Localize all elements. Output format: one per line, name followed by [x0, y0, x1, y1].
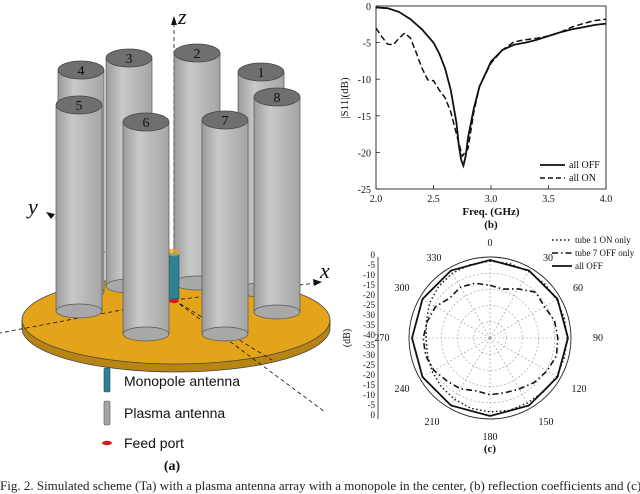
plasma-tube-7: [201, 110, 249, 342]
z-axis-label: z: [177, 4, 187, 29]
s11-ytick: -5: [363, 39, 371, 50]
polar-angle-label: 60: [573, 283, 583, 294]
polar-spoke: [419, 337, 491, 379]
s11-ytick: 0: [366, 2, 371, 13]
polar-radial-label: -5: [368, 260, 376, 270]
polar-radial-label: -10: [363, 390, 375, 400]
s11-legend-all-off: all OFF: [569, 160, 600, 171]
panel-b-label: (b): [484, 219, 498, 231]
s11-ticks: [375, 5, 607, 190]
polar-spoke: [489, 267, 531, 339]
panel-b-s11-chart: 2.0 2.5 3.0 3.5 4.0 0 -5 -10 -15 -20 -25…: [339, 2, 612, 231]
x-axis-label: x: [319, 258, 330, 283]
polar-legend-tube1-on: tube 1 ON only: [575, 235, 631, 245]
polar-angle-label: 150: [539, 417, 554, 428]
polar-spoke: [449, 267, 491, 339]
polar-spoke: [419, 297, 491, 339]
polar-radial-label: -25: [363, 300, 375, 310]
plasma-tube-5: [55, 95, 103, 319]
polar-trace-tube7-off: [422, 282, 559, 396]
polar-radial-label: 0: [371, 410, 376, 420]
polar-radial-label: -15: [363, 280, 375, 290]
panel-a-label: (a): [164, 459, 181, 474]
polar-legend: tube 1 ON only tube 7 OFF only all OFF: [552, 235, 635, 271]
polar-angle-label: 120: [572, 384, 587, 395]
feed-legend-swatch: [102, 440, 112, 446]
polar-radial-label: 0: [371, 250, 376, 260]
s11-legend-all-on: all ON: [569, 173, 596, 184]
polar-angle-label: 240: [395, 384, 410, 395]
s11-x-axis-title: Freq. (GHz): [462, 206, 520, 218]
s11-ytick: -15: [358, 112, 371, 123]
monopole-legend-swatch: [103, 367, 111, 393]
polar-trace-tube1-on: [425, 260, 568, 413]
polar-radial-label: -30: [363, 350, 375, 360]
polar-spoke: [489, 297, 561, 339]
monopole-antenna: [168, 249, 180, 300]
tube-label-3: 3: [126, 52, 133, 67]
tube-label-1: 1: [258, 66, 265, 81]
polar-spoke: [449, 337, 491, 409]
legend-feed-port: Feed port: [124, 435, 184, 451]
polar-angle-label: 0: [488, 238, 493, 249]
tube-label-8: 8: [274, 91, 281, 106]
s11-xtick: 2.0: [370, 194, 383, 205]
s11-xtick: 3.5: [542, 194, 555, 205]
s11-xtick: 4.0: [600, 194, 613, 205]
s11-legend: all OFF all ON: [540, 160, 600, 184]
polar-trace-all-off: [411, 259, 569, 417]
plasma-tube-6: [122, 112, 170, 342]
panel-a-legend: Monopole antenna Plasma antenna Feed por…: [102, 367, 240, 451]
s11-line-all-off: [375, 6, 607, 169]
polar-legend-all-off: all OFF: [575, 261, 603, 271]
polar-angle-label: 300: [395, 283, 410, 294]
s11-ytick: -20: [358, 148, 371, 159]
polar-radial-label: -20: [363, 370, 375, 380]
polar-spoke: [489, 337, 561, 379]
tube-label-6: 6: [143, 116, 150, 131]
s11-series: [375, 6, 607, 169]
figure-caption: Fig. 2. Simulated scheme (Ta) with a pla…: [0, 478, 640, 493]
polar-legend-tube7-off: tube 7 OFF only: [575, 248, 635, 258]
feed-port: [169, 298, 179, 304]
polar-radial-label: -10: [363, 270, 375, 280]
panel-c-radiation-pattern: 0 30 60 90 120 150 180 210 240 270 300 3…: [342, 235, 635, 455]
polar-radial-label: -35: [363, 320, 375, 330]
polar-radial-label: -35: [363, 340, 375, 350]
s11-ytick: -25: [358, 185, 371, 196]
legend-monopole-antenna: Monopole antenna: [124, 373, 240, 389]
s11-line-all-on: [375, 18, 607, 158]
panel-a-antenna-scheme: 1 2 3 4 5 6 7 8 z y x Monopole antenna P…: [0, 4, 331, 474]
polar-grid: [377, 256, 572, 420]
tube-label-4: 4: [78, 64, 85, 79]
polar-angle-label: 210: [425, 417, 440, 428]
polar-angle-label: 180: [483, 432, 498, 443]
polar-series: [411, 259, 569, 417]
polar-spoke: [489, 337, 531, 409]
polar-y-axis-title: (dB): [342, 329, 353, 347]
s11-ytick: -10: [358, 75, 371, 86]
tube-label-5: 5: [76, 99, 83, 114]
s11-y-axis-title: |S11|(dB): [339, 77, 351, 119]
polar-radial-label: -5: [368, 400, 376, 410]
s11-xtick: 3.0: [485, 194, 498, 205]
polar-angle-label: 90: [593, 333, 603, 344]
polar-angle-label: 270: [375, 333, 390, 344]
tube-label-7: 7: [222, 114, 229, 129]
tube-label-2: 2: [194, 47, 201, 62]
plasma-legend-swatch: [103, 400, 111, 426]
y-axis-label: y: [26, 194, 38, 219]
polar-radial-label: -30: [363, 310, 375, 320]
plasma-tube-8: [253, 87, 301, 320]
panel-c-label: (c): [484, 443, 497, 455]
s11-xtick: 2.5: [427, 194, 440, 205]
polar-radial-label: -15: [363, 380, 375, 390]
polar-radial-label: -40: [363, 330, 375, 340]
legend-plasma-antenna: Plasma antenna: [124, 405, 225, 421]
polar-radial-label: -20: [363, 290, 375, 300]
polar-angle-label: 30: [543, 253, 553, 264]
polar-angle-label: 330: [427, 253, 442, 264]
polar-radial-label: -25: [363, 360, 375, 370]
